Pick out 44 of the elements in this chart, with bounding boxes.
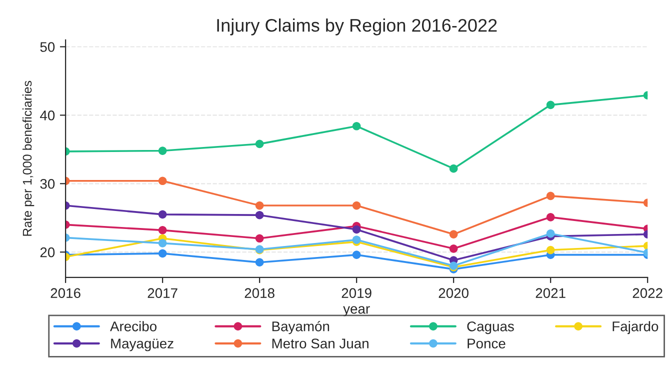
x-tick-label: 2016 (50, 288, 80, 298)
point (449, 164, 458, 173)
point (546, 100, 555, 110)
y-tick-label: 30 (40, 178, 55, 189)
point (546, 213, 555, 222)
point (449, 230, 458, 238)
point (352, 122, 361, 130)
point (546, 229, 555, 238)
y-tick-label: 20 (40, 247, 55, 258)
legend-label: Bayamón (272, 320, 330, 334)
point (158, 210, 167, 219)
legend-label: Metro San Juan (272, 338, 368, 348)
point (352, 201, 361, 210)
x-tick-label: 2018 (244, 288, 274, 298)
point (255, 258, 264, 267)
point (352, 250, 361, 259)
point (158, 239, 167, 248)
x-tick-label: 2017 (148, 288, 178, 298)
point (546, 192, 555, 200)
x-tick-label: 2019 (342, 288, 372, 298)
y-tick-label: 50 (40, 42, 55, 52)
y-tick-label: 40 (40, 110, 55, 120)
legend-label: Caguas (467, 321, 514, 334)
point (255, 140, 264, 148)
point (158, 226, 167, 234)
legend-label: Mayagüez (111, 338, 174, 352)
y-axis-title: Rate per 1,000 beneficiaries (22, 80, 34, 236)
point (255, 210, 264, 220)
legend-label: Arecibo (110, 321, 156, 332)
point (255, 201, 264, 210)
legend-label: Ponce (468, 338, 506, 348)
point (449, 244, 458, 253)
x-tick-label: 2022 (632, 288, 662, 298)
point (352, 225, 361, 234)
point (158, 249, 167, 258)
point (158, 146, 167, 155)
x-tick-label: 2020 (438, 288, 468, 298)
x-tick-label: 2021 (536, 288, 566, 298)
chart-title: Injury Claims by Region 2016-2022 (217, 18, 497, 36)
point (255, 234, 264, 243)
point (546, 246, 555, 254)
legend-label: Fajardo (612, 321, 658, 334)
point (158, 176, 167, 186)
x-axis-title: year (343, 306, 370, 316)
